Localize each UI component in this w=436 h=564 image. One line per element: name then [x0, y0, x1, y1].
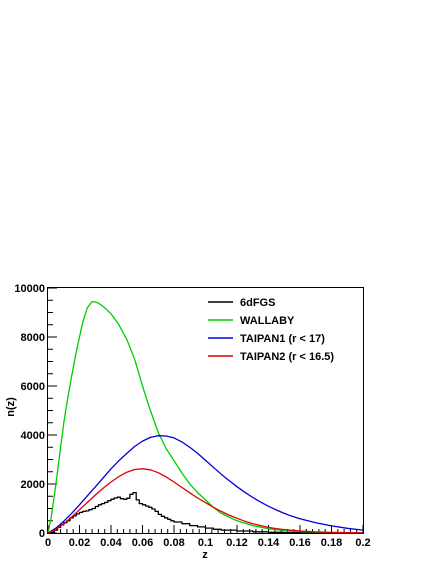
- series-layer: [47, 300, 364, 534]
- axis-ticks: [47, 287, 364, 534]
- y-tick-label: 10000: [14, 283, 45, 295]
- x-tick-label: 0.06: [132, 537, 153, 549]
- y-tick-label: 6000: [21, 381, 45, 393]
- x-tick-label: 0.12: [226, 537, 247, 549]
- x-tick-label: 0.02: [69, 537, 90, 549]
- tick-labels: 0 0.02 0.04 0.06 0.08 0.1 0.12 0.14 0.16 0.18 0.2 0…: [14, 283, 370, 549]
- x-tick-label: 0: [45, 537, 51, 549]
- legend-label-3: TAIPAN2 (r < 16.5): [240, 351, 334, 363]
- x-tick-label: 0.04: [100, 537, 122, 549]
- plot-frame: [47, 287, 364, 534]
- legend: 6dFGS WALLABY TAIPAN1 (r < 17) TAIPAN2 (r <…: [208, 297, 334, 363]
- y-tick-label: 0: [39, 528, 45, 540]
- y-axis-title: n(z): [5, 397, 17, 417]
- y-tick-label: 2000: [21, 479, 45, 491]
- legend-label-2: TAIPAN1 (r < 17): [240, 333, 325, 345]
- x-tick-label: 0.18: [321, 537, 342, 549]
- x-tick-label: 0.14: [258, 537, 280, 549]
- x-tick-label: 0.2: [355, 537, 370, 549]
- y-tick-label: 8000: [21, 332, 45, 344]
- x-tick-label: 0.08: [163, 537, 184, 549]
- series-line-2: [47, 435, 364, 534]
- legend-label-1: WALLABY: [240, 315, 295, 327]
- y-tick-label: 4000: [21, 430, 45, 442]
- series-line-0: [48, 491, 364, 534]
- x-tick-label: 0.16: [289, 537, 310, 549]
- series-line-3: [47, 468, 364, 534]
- x-axis-title: z: [202, 549, 208, 561]
- legend-label-0: 6dFGS: [240, 297, 275, 309]
- x-tick-label: 0.1: [198, 537, 213, 549]
- series-line-1: [47, 300, 364, 534]
